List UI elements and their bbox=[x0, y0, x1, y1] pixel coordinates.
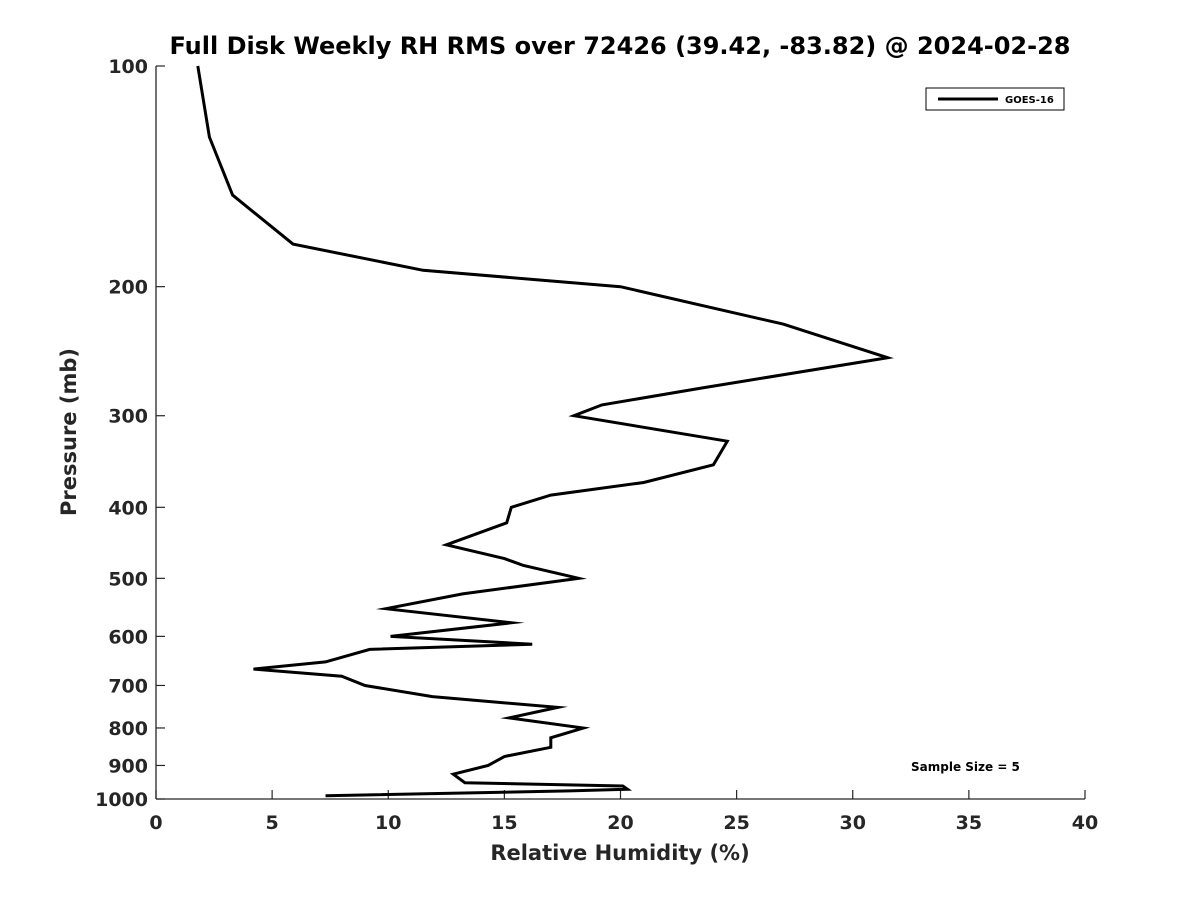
y-tick-label: 1000 bbox=[95, 789, 148, 811]
x-tick-label: 35 bbox=[956, 812, 982, 834]
y-axis-label: Pressure (mb) bbox=[57, 348, 81, 516]
x-tick-label: 20 bbox=[607, 812, 633, 834]
y-tick-label: 300 bbox=[108, 406, 148, 428]
x-tick-label: 30 bbox=[840, 812, 866, 834]
y-tick-label: 600 bbox=[108, 626, 148, 648]
x-tick-label: 15 bbox=[491, 812, 517, 834]
chart-title: Full Disk Weekly RH RMS over 72426 (39.4… bbox=[169, 32, 1070, 60]
legend: GOES-16 bbox=[925, 87, 1065, 111]
y-tick-label: 800 bbox=[108, 718, 148, 740]
x-tick-label: 10 bbox=[375, 812, 401, 834]
x-axis-label: Relative Humidity (%) bbox=[490, 841, 749, 865]
x-tick-label: 25 bbox=[723, 812, 749, 834]
x-tick-label: 0 bbox=[149, 812, 162, 834]
sample-size-annotation: Sample Size = 5 bbox=[911, 760, 1020, 774]
y-tick-label: 400 bbox=[108, 497, 148, 519]
plot-axes: 0 5 10 15 20 25 30 35 40 100 200 300 400 500 600 700 800… bbox=[95, 56, 1098, 834]
series-layer bbox=[196, 65, 894, 798]
x-tick-label: 5 bbox=[266, 812, 279, 834]
x-tick-label: 40 bbox=[1072, 812, 1098, 834]
y-tick-label: 100 bbox=[108, 56, 148, 78]
y-tick-label: 200 bbox=[108, 277, 148, 299]
y-tick-label: 500 bbox=[108, 568, 148, 590]
series-line-goes-16 bbox=[196, 65, 894, 798]
y-tick-label: 900 bbox=[108, 755, 148, 777]
y-tick-label: 700 bbox=[108, 675, 148, 697]
legend-label-goes-16: GOES-16 bbox=[1005, 95, 1054, 106]
